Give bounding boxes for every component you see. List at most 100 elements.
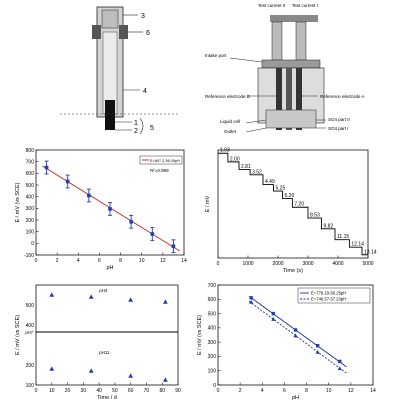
x-tick-label: 14 xyxy=(370,388,376,394)
y-tick-label: 500 xyxy=(208,311,217,317)
data-point xyxy=(150,232,155,236)
label-test-current-2: Test current II xyxy=(258,3,285,8)
callout-6: 6 xyxy=(146,30,150,37)
label-intake-port: Intake port xyxy=(205,53,227,58)
plot-frame xyxy=(35,284,179,386)
electrode-cap xyxy=(101,9,119,29)
liquid-cell xyxy=(265,109,317,129)
data-point xyxy=(171,244,176,249)
callout-brace-5 xyxy=(139,117,144,135)
x-tick-label: 2 xyxy=(56,258,59,264)
x-tick-label: 5000 xyxy=(362,261,373,267)
data-point xyxy=(49,366,55,371)
divider-label: pH7 xyxy=(25,330,33,335)
x-tick-label: 6 xyxy=(283,388,286,394)
legend-label: E=746.57-57.23pH xyxy=(311,297,346,302)
x-axis-label: Time / d xyxy=(97,395,117,400)
y-tick-label: 500 xyxy=(26,183,35,189)
data-point xyxy=(293,328,298,332)
label-liquid-cell: Liquid cell xyxy=(220,119,240,124)
x-tick-label: 70 xyxy=(144,388,150,394)
plot-frame xyxy=(35,149,185,256)
label-ref-b: Reference electrode B xyxy=(205,94,250,99)
y-tick-label: 500 xyxy=(26,303,35,309)
data-point xyxy=(338,359,342,364)
callout-1: 1 xyxy=(134,120,138,127)
ph-step-label: 6.20 xyxy=(285,193,295,199)
x-tick-label: 4000 xyxy=(332,261,343,267)
cell-top-clamp xyxy=(270,15,318,22)
x-tick-label: 12 xyxy=(348,388,354,394)
test-electrode-1 xyxy=(295,21,307,61)
legend-label: E=779.19-56.25pH xyxy=(311,291,346,296)
data-point xyxy=(249,299,254,304)
legend-box xyxy=(297,287,371,304)
x-tick-label: 4 xyxy=(261,388,264,394)
data-point xyxy=(87,193,91,198)
x-tick-label: 12 xyxy=(160,258,166,264)
x-tick-label: 60 xyxy=(128,388,134,394)
ph-step-label: 12.14 xyxy=(351,242,364,248)
x-tick-label: 30 xyxy=(81,388,87,394)
x-tick-label: 0 xyxy=(217,261,220,267)
y-tick-label: 100 xyxy=(208,369,217,375)
y-tick-label: 600 xyxy=(208,297,217,303)
x-tick-label: 0 xyxy=(217,388,220,394)
cell-diagram: Test current II Test current I Intake po… xyxy=(205,3,365,134)
y-tick-label: 300 xyxy=(208,340,217,346)
data-point xyxy=(108,207,112,211)
x-tick-label: 8 xyxy=(119,258,122,264)
y-axis-label: E / mV (vs SCE) xyxy=(15,182,21,222)
y-tick-label: 100 xyxy=(26,383,35,389)
plot-frame xyxy=(217,149,369,259)
data-point xyxy=(249,296,253,300)
x-tick-label: 0 xyxy=(35,258,38,264)
test-electrode-2 xyxy=(271,21,283,61)
electrode-sensing-tip xyxy=(105,100,115,130)
x-axis-label: pH xyxy=(292,395,299,400)
y-tick-label: 0 xyxy=(213,383,216,389)
leader-liquid xyxy=(245,119,267,124)
label-so4-part-2: SO4 part II xyxy=(328,117,350,122)
ph-step-label: 8.53 xyxy=(310,213,320,219)
data-point xyxy=(293,333,298,338)
x-tick-label: 3000 xyxy=(302,261,313,267)
y-tick-label: 400 xyxy=(208,326,217,332)
label-test-current-1: Test current I xyxy=(292,3,318,8)
y-tick-label: -100 xyxy=(24,253,34,259)
y-axis-label: E / mV (vs SCE) xyxy=(197,315,203,355)
callout-3: 3 xyxy=(141,13,145,20)
y-axis-label: E / mV (vs SCE) xyxy=(15,315,21,355)
data-point xyxy=(315,349,320,354)
y-tick-label: 100 xyxy=(26,229,35,235)
chart-calibration: 0 2 4 6 8 10 12 14-1000100200300400500600700800… xyxy=(15,148,187,271)
r-squared-annotation: R²=0.999 xyxy=(150,168,169,173)
data-point xyxy=(162,299,168,304)
data-point xyxy=(271,311,276,316)
fit-line xyxy=(248,295,347,368)
y-tick-label: 200 xyxy=(208,354,217,360)
electrode-oring-left xyxy=(92,25,101,39)
plot-frame xyxy=(217,284,374,386)
legend-label: E=697.2-56.09pH xyxy=(150,159,180,163)
x-tick-label: 6 xyxy=(98,258,101,264)
x-tick-label: 80 xyxy=(159,388,165,394)
ph-step-label: 4.49 xyxy=(265,179,275,185)
y-tick-label: 700 xyxy=(26,159,35,165)
x-axis-label: pH xyxy=(106,265,113,271)
x-tick-label: 2000 xyxy=(272,261,283,267)
ph-step-label: 13.14 xyxy=(364,249,377,255)
y-tick-label: 600 xyxy=(26,171,35,177)
data-point xyxy=(162,377,168,382)
ph-step-label: 2.00 xyxy=(230,156,240,162)
ph-step-label: 11.15 xyxy=(337,234,349,240)
data-point xyxy=(88,368,94,373)
fit-line xyxy=(248,300,347,374)
data-point xyxy=(128,297,134,302)
ph-step-label: 2.81 xyxy=(241,164,251,170)
label-so4-part-1: SO4 part I xyxy=(328,126,349,131)
data-point xyxy=(337,366,342,371)
x-tick-label: 40 xyxy=(96,388,102,394)
